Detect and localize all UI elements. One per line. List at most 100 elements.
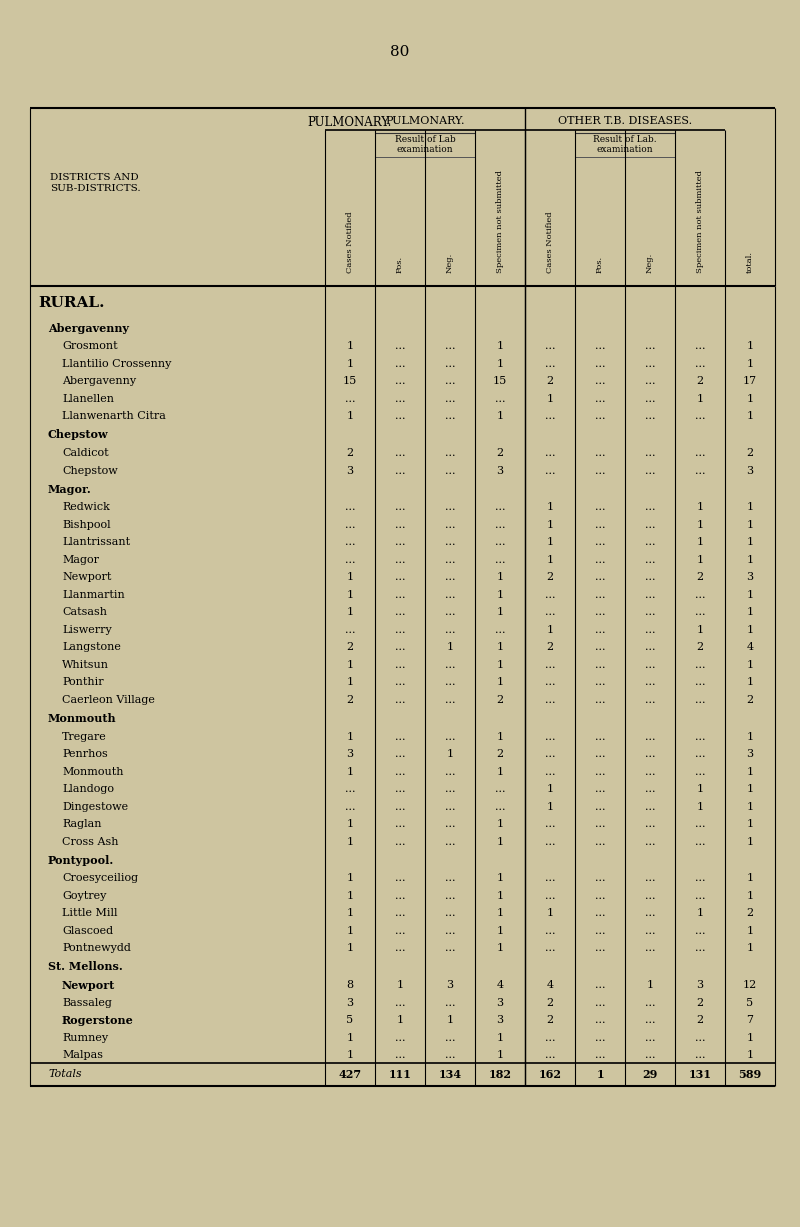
Text: ...: ... — [694, 465, 706, 476]
Text: 8: 8 — [346, 980, 354, 990]
Text: Catsash: Catsash — [62, 607, 107, 617]
Text: 1: 1 — [497, 874, 503, 883]
Text: 111: 111 — [389, 1069, 411, 1080]
Text: Rumney: Rumney — [62, 1033, 108, 1043]
Text: ...: ... — [445, 944, 455, 953]
Text: ...: ... — [545, 660, 555, 670]
Text: ...: ... — [645, 837, 655, 847]
Text: ...: ... — [594, 607, 606, 617]
Text: 3: 3 — [346, 750, 354, 760]
Text: 1: 1 — [546, 625, 554, 634]
Text: ...: ... — [445, 784, 455, 794]
Text: 3: 3 — [346, 465, 354, 476]
Text: ...: ... — [594, 731, 606, 741]
Text: ...: ... — [445, 1050, 455, 1060]
Text: ...: ... — [645, 874, 655, 883]
Text: 1: 1 — [546, 908, 554, 918]
Text: ...: ... — [445, 891, 455, 901]
Text: Pontnewydd: Pontnewydd — [62, 944, 131, 953]
Text: 2: 2 — [497, 750, 503, 760]
Text: Neg.: Neg. — [446, 253, 454, 272]
Text: 3: 3 — [497, 1015, 503, 1025]
Text: 1: 1 — [446, 643, 454, 653]
Text: 5: 5 — [746, 998, 754, 1007]
Text: ...: ... — [394, 1033, 406, 1043]
Text: ...: ... — [594, 874, 606, 883]
Text: Bishpool: Bishpool — [62, 520, 110, 530]
Text: 17: 17 — [743, 377, 757, 387]
Text: ...: ... — [445, 677, 455, 687]
Text: 1: 1 — [746, 502, 754, 513]
Text: ...: ... — [394, 926, 406, 936]
Text: ...: ... — [445, 590, 455, 600]
Text: 3: 3 — [446, 980, 454, 990]
Text: ...: ... — [394, 572, 406, 583]
Text: ...: ... — [594, 394, 606, 404]
Text: Tregare: Tregare — [62, 731, 106, 741]
Text: ...: ... — [394, 874, 406, 883]
Text: ...: ... — [494, 625, 506, 634]
Text: ...: ... — [645, 607, 655, 617]
Text: ...: ... — [645, 411, 655, 421]
Text: ...: ... — [545, 944, 555, 953]
Text: 1: 1 — [746, 820, 754, 829]
Text: ...: ... — [645, 1050, 655, 1060]
Text: 1: 1 — [446, 750, 454, 760]
Text: Croesyceiliog: Croesyceiliog — [62, 874, 138, 883]
Text: ...: ... — [445, 341, 455, 351]
Text: ...: ... — [394, 731, 406, 741]
Text: ...: ... — [645, 926, 655, 936]
Text: 1: 1 — [346, 837, 354, 847]
Text: ...: ... — [445, 625, 455, 634]
Text: 131: 131 — [689, 1069, 711, 1080]
Text: ...: ... — [645, 731, 655, 741]
Text: 1: 1 — [746, 731, 754, 741]
Text: ...: ... — [645, 767, 655, 777]
Text: Liswerry: Liswerry — [62, 625, 112, 634]
Text: Pontypool.: Pontypool. — [48, 854, 114, 865]
Text: ...: ... — [394, 998, 406, 1007]
Text: 2: 2 — [746, 694, 754, 704]
Text: 1: 1 — [746, 537, 754, 547]
Text: 1: 1 — [346, 1033, 354, 1043]
Text: ...: ... — [594, 520, 606, 530]
Text: ...: ... — [645, 358, 655, 369]
Text: 1: 1 — [746, 625, 754, 634]
Text: ...: ... — [694, 677, 706, 687]
Text: 3: 3 — [746, 572, 754, 583]
Text: 1: 1 — [746, 784, 754, 794]
Text: OTHER T.B. DISEASES.: OTHER T.B. DISEASES. — [558, 117, 692, 126]
Text: 2: 2 — [546, 377, 554, 387]
Text: ...: ... — [694, 750, 706, 760]
Text: ...: ... — [694, 837, 706, 847]
Text: 1: 1 — [746, 677, 754, 687]
Text: ...: ... — [394, 694, 406, 704]
Text: 182: 182 — [489, 1069, 511, 1080]
Text: ...: ... — [445, 801, 455, 811]
Text: ...: ... — [394, 784, 406, 794]
Text: ...: ... — [645, 555, 655, 564]
Text: 1: 1 — [546, 555, 554, 564]
Text: ...: ... — [394, 908, 406, 918]
Text: 5: 5 — [346, 1015, 354, 1025]
Text: 1: 1 — [497, 944, 503, 953]
Text: ...: ... — [645, 643, 655, 653]
Text: ...: ... — [394, 660, 406, 670]
Text: 2: 2 — [746, 908, 754, 918]
Text: Caerleon Village: Caerleon Village — [62, 694, 155, 704]
Text: ...: ... — [594, 502, 606, 513]
Text: Magor.: Magor. — [48, 483, 92, 494]
Text: Chepstow: Chepstow — [48, 429, 109, 440]
Text: ...: ... — [545, 341, 555, 351]
Text: 1: 1 — [697, 625, 703, 634]
Text: ...: ... — [445, 874, 455, 883]
Text: RURAL.: RURAL. — [38, 297, 105, 310]
Text: 1: 1 — [346, 411, 354, 421]
Text: ...: ... — [345, 801, 355, 811]
Text: Neg.: Neg. — [646, 253, 654, 272]
Text: 1: 1 — [546, 394, 554, 404]
Text: Ponthir: Ponthir — [62, 677, 104, 687]
Text: 2: 2 — [746, 448, 754, 458]
Text: ...: ... — [445, 394, 455, 404]
Text: ...: ... — [594, 908, 606, 918]
